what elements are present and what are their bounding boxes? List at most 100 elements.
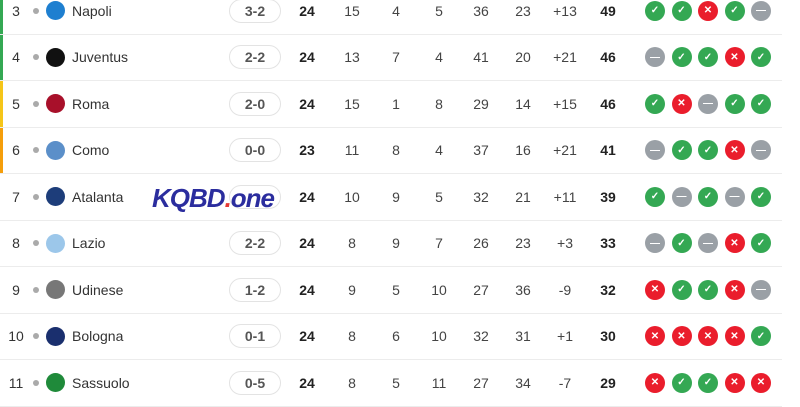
win-check-icon[interactable]: ✓	[671, 279, 692, 300]
draw-dash-icon[interactable]: —	[698, 93, 718, 114]
loss-x-icon[interactable]: ✕	[724, 326, 745, 347]
team-name[interactable]: Udinese	[72, 281, 124, 298]
loss-x-icon[interactable]: ✕	[724, 233, 745, 254]
stat-w: 10	[344, 188, 360, 205]
next-match-score[interactable]: 0-5	[229, 370, 281, 395]
loss-x-icon[interactable]: ✕	[724, 140, 745, 161]
stat-w: 13	[344, 49, 360, 66]
win-check-icon[interactable]: ✓	[645, 93, 665, 114]
team-name[interactable]: Bologna	[72, 328, 124, 345]
team-name[interactable]: Napoli	[72, 2, 112, 19]
win-check-icon[interactable]: ✓	[671, 47, 692, 68]
position: 6	[12, 142, 20, 159]
draw-dash-icon[interactable]: —	[724, 186, 745, 207]
draw-dash-icon[interactable]: —	[698, 233, 718, 254]
table-row[interactable]: 10 Bologna 0-1 24 8 6 10 32 31 +1 30 ✕ ✕ ✕ ✕ ✓	[0, 314, 782, 360]
position: 10	[8, 328, 24, 345]
next-match-score[interactable]: 2-2	[229, 45, 281, 70]
loss-x-icon[interactable]: ✕	[724, 372, 745, 393]
stat-gd: +11	[553, 188, 577, 205]
stat-gf: 37	[473, 142, 489, 159]
draw-dash-icon[interactable]: —	[751, 279, 771, 300]
next-match-score[interactable]: 2-0	[229, 91, 281, 116]
loss-x-icon[interactable]: ✕	[698, 326, 718, 347]
table-row[interactable]: 9 Udinese 1-2 24 9 5 10 27 36 -9 32 ✕ ✓ ✓ ✕ —	[0, 267, 782, 314]
win-check-icon[interactable]: ✓	[698, 140, 718, 161]
win-check-icon[interactable]: ✓	[671, 140, 692, 161]
win-check-icon[interactable]: ✓	[751, 233, 771, 254]
stat-l: 5	[435, 2, 443, 19]
loss-x-icon[interactable]: ✕	[698, 0, 718, 21]
win-check-icon[interactable]: ✓	[751, 47, 771, 68]
watermark-logo: KQBD.one	[152, 183, 275, 213]
next-match-score[interactable]: 3-2	[229, 0, 281, 23]
team-name[interactable]: Lazio	[72, 235, 106, 252]
win-check-icon[interactable]: ✓	[645, 186, 665, 207]
win-check-icon[interactable]: ✓	[698, 279, 718, 300]
win-check-icon[interactable]: ✓	[698, 186, 718, 207]
loss-x-icon[interactable]: ✕	[671, 93, 692, 114]
team-name[interactable]: Juventus	[72, 49, 129, 66]
next-match-score[interactable]: 2-2	[229, 231, 281, 256]
team-name[interactable]: Como	[72, 142, 110, 159]
win-check-icon[interactable]: ✓	[751, 186, 771, 207]
table-row[interactable]: 8 Lazio 2-2 24 8 9 7 26 23 +3 33 — ✓ — ✕ ✓	[0, 221, 782, 267]
win-check-icon[interactable]: ✓	[698, 47, 718, 68]
stat-pts: 32	[600, 281, 616, 298]
next-match-score[interactable]: 0-1	[229, 324, 281, 349]
stat-p: 24	[299, 281, 315, 298]
table-row[interactable]: 4 Juventus 2-2 24 13 7 4 41 20 +21 46 — ✓ ✓ ✕ ✓	[0, 34, 782, 81]
table-row[interactable]: 11 Sassuolo 0-5 24 8 5 11 27 34 -7 29 ✕ ✓ ✓ ✕ ✕	[0, 360, 782, 407]
table-row[interactable]: 6 Como 0-0 23 11 8 4 37 16 +21 41 — ✓ ✓ ✕ —	[0, 127, 782, 174]
win-check-icon[interactable]: ✓	[671, 0, 692, 21]
draw-dash-icon[interactable]: —	[645, 47, 665, 68]
stat-ga: 16	[515, 142, 531, 159]
stat-gf: 29	[473, 95, 489, 112]
win-check-icon[interactable]: ✓	[645, 0, 665, 21]
loss-x-icon[interactable]: ✕	[645, 326, 665, 347]
draw-dash-icon[interactable]: —	[751, 0, 771, 21]
stat-w: 8	[348, 374, 356, 391]
stat-gd: +21	[553, 142, 577, 159]
win-check-icon[interactable]: ✓	[751, 326, 771, 347]
next-match-score[interactable]	[229, 184, 281, 209]
loss-x-icon[interactable]: ✕	[645, 372, 665, 393]
team-name[interactable]: Sassuolo	[72, 374, 130, 391]
draw-dash-icon[interactable]: —	[645, 233, 665, 254]
stat-p: 24	[299, 374, 315, 391]
team-crest-icon	[46, 94, 65, 114]
win-check-icon[interactable]: ✓	[751, 93, 771, 114]
loss-x-icon[interactable]: ✕	[724, 47, 745, 68]
team-crest-icon	[46, 140, 65, 160]
loss-x-icon[interactable]: ✕	[671, 326, 692, 347]
team-name[interactable]: Roma	[72, 95, 110, 112]
win-check-icon[interactable]: ✓	[724, 93, 745, 114]
zone-indicator	[0, 127, 3, 173]
stat-d: 5	[392, 374, 400, 391]
draw-dash-icon[interactable]: —	[751, 140, 771, 161]
table-row[interactable]: 7 Atalanta 24 10 9 5 32 21 +11 39 ✓ — ✓ — ✓	[0, 174, 782, 221]
win-check-icon[interactable]: ✓	[698, 372, 718, 393]
stat-p: 24	[299, 235, 315, 252]
win-check-icon[interactable]: ✓	[671, 372, 692, 393]
position-change-dot	[33, 147, 39, 154]
draw-dash-icon[interactable]: —	[671, 186, 692, 207]
position-change-dot	[33, 333, 39, 340]
stat-p: 24	[299, 95, 315, 112]
win-check-icon[interactable]: ✓	[671, 233, 692, 254]
table-row[interactable]: 3 Napoli 3-2 24 15 4 5 36 23 +13 49 ✓ ✓ ✕ ✓ —	[0, 0, 782, 35]
win-check-icon[interactable]: ✓	[724, 0, 745, 21]
table-row[interactable]: 5 Roma 2-0 24 15 1 8 29 14 +15 46 ✓ ✕ — ✓ ✓	[0, 81, 782, 128]
next-match-score[interactable]: 1-2	[229, 277, 281, 302]
loss-x-icon[interactable]: ✕	[645, 279, 665, 300]
loss-x-icon[interactable]: ✕	[751, 372, 771, 393]
stat-gd: -7	[558, 374, 572, 391]
stat-p: 24	[299, 328, 315, 345]
next-match-score[interactable]: 0-0	[229, 138, 281, 163]
loss-x-icon[interactable]: ✕	[724, 279, 745, 300]
stat-gd: +15	[553, 95, 577, 112]
team-name[interactable]: Atalanta	[72, 188, 124, 205]
form-guide: ✕ ✓ ✓ ✕ —	[645, 279, 771, 300]
draw-dash-icon[interactable]: —	[645, 140, 665, 161]
stat-gf: 27	[473, 281, 489, 298]
